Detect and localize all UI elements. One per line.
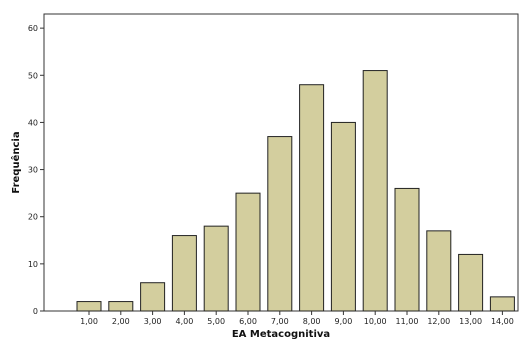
bar-11	[394, 187, 420, 312]
bar-14	[489, 296, 515, 312]
bar-5	[203, 225, 229, 312]
bar-7	[267, 136, 293, 312]
x-tick-label: 9,00	[334, 317, 352, 326]
x-tick-label: 4,00	[175, 317, 193, 326]
x-tick-label: 3,00	[144, 317, 162, 326]
bar-8	[299, 84, 325, 312]
x-tick-label: 1,00	[80, 317, 98, 326]
y-tick-label: 10	[28, 260, 38, 269]
x-tick-label: 13,00	[459, 317, 482, 326]
x-tick-label: 7,00	[271, 317, 289, 326]
bar-10	[362, 70, 388, 312]
x-tick-label: 2,00	[112, 317, 130, 326]
bar-13	[458, 253, 484, 312]
x-tick-label: 12,00	[427, 317, 450, 326]
x-tick-label: 10,00	[364, 317, 387, 326]
bar-9	[330, 121, 356, 312]
x-tick-label: 5,00	[207, 317, 225, 326]
bar-6	[235, 192, 261, 312]
bar-2	[108, 301, 134, 312]
y-tick-label: 60	[28, 24, 38, 33]
y-tick-label: 40	[28, 118, 38, 127]
x-tick-label: 11,00	[396, 317, 419, 326]
x-tick-label: 6,00	[239, 317, 257, 326]
x-axis: 1,00 2,00 3,00 4,00 5,00 6,00 7,00 8,00 9,00 10,0…	[80, 311, 514, 326]
y-tick-label: 20	[28, 213, 38, 222]
y-axis-title: Frequência	[10, 131, 22, 193]
bar-12	[426, 230, 452, 312]
x-tick-label: 14,00	[491, 317, 514, 326]
y-axis: 0 10 20 30 40 50 60	[28, 24, 44, 316]
bar-1	[76, 301, 102, 312]
bars	[76, 70, 515, 312]
y-tick-label: 50	[28, 71, 38, 80]
y-tick-label: 0	[33, 307, 38, 316]
x-tick-label: 8,00	[303, 317, 321, 326]
y-tick-label: 30	[28, 166, 38, 175]
x-axis-title: EA Metacognitiva	[232, 329, 330, 340]
bar-3	[140, 282, 166, 312]
bar-4	[171, 235, 197, 312]
